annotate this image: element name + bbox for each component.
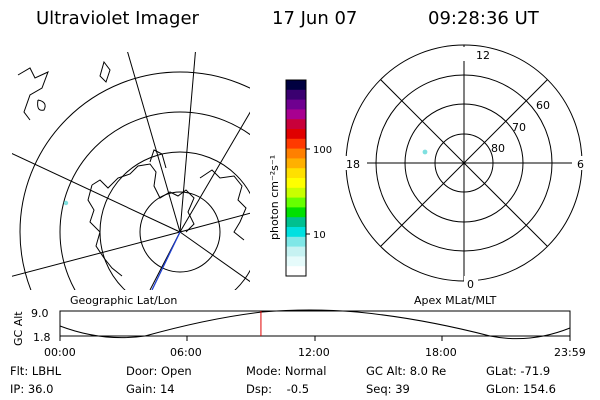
- colorbar-strip: [286, 80, 306, 91]
- timeline-ylabel: GC Alt: [12, 311, 25, 346]
- colorbar-strip: [286, 148, 306, 159]
- mlt-label-0: 0: [467, 278, 474, 291]
- coastline: [91, 163, 195, 233]
- colorbar-strip: [286, 217, 306, 228]
- colorbar-strip: [286, 168, 306, 179]
- ytick-bottom: 1.8: [33, 331, 51, 344]
- geographic-map: Geographic Lat/Lon: [12, 52, 250, 307]
- ytick-top: 9.0: [31, 307, 49, 320]
- info-door: Door: Open: [126, 364, 192, 378]
- colorbar-frame: [285, 79, 307, 277]
- coastline: [149, 149, 167, 169]
- coastline: [37, 99, 46, 111]
- colorbar-tick-10: 10: [313, 230, 326, 241]
- info-gain: Gain: 14: [126, 382, 175, 396]
- info-mode: Mode: Normal: [246, 364, 326, 378]
- lat-circle: [19, 71, 250, 290]
- lon-line: [12, 153, 181, 233]
- timeline-frame: [59, 310, 571, 337]
- polar-plot: [343, 44, 586, 286]
- altitude-curve: [59, 309, 571, 340]
- instrument-title: Ultraviolet Imager: [36, 8, 200, 29]
- colorbar-strip: [286, 99, 306, 110]
- mlt-label-12: 12: [476, 49, 490, 62]
- geographic-label: Geographic Lat/Lon: [70, 294, 177, 307]
- colorbar-strip: [286, 266, 306, 277]
- colorbar-strip: [286, 119, 306, 130]
- lon-line: [127, 52, 181, 233]
- info-filter: Flt: LBHL: [10, 364, 62, 378]
- info-gc-alt: GC Alt: 8.0 Re: [366, 364, 446, 378]
- colorbar-strip: [286, 207, 306, 218]
- xtick-1200: 12:00: [298, 346, 330, 359]
- emission-spot: [63, 200, 69, 206]
- colorbar-unit-label: photon cm⁻²s⁻¹: [268, 155, 281, 240]
- info-dsp: Dsp: -0.5: [246, 382, 309, 396]
- info-seq: Seq: 39: [366, 382, 410, 396]
- mlat-label-60: 60: [536, 99, 550, 112]
- lon-line: [179, 212, 250, 233]
- observation-date: 17 Jun 07: [272, 8, 357, 29]
- lon-line: [12, 231, 181, 277]
- apex-label: Apex MLat/MLT: [414, 294, 497, 307]
- timeline-ticks: [59, 336, 571, 341]
- colorbar-strip: [286, 256, 306, 267]
- xtick-0000: 00:00: [44, 346, 76, 359]
- colorbar-strip: [286, 109, 306, 120]
- mlt-label-6: 6: [577, 158, 584, 171]
- xtick-2359: 23:59: [554, 346, 586, 359]
- colorbar-tick-100: 100: [313, 145, 332, 156]
- footprint-trace: [151, 231, 181, 290]
- lon-line: [179, 231, 250, 283]
- coastline: [87, 184, 123, 277]
- coastline: [17, 67, 49, 121]
- info-ip: IP: 36.0: [10, 382, 53, 396]
- colorbar-strip: [286, 197, 306, 208]
- xtick-1800: 18:00: [425, 346, 457, 359]
- colorbar-strip: [286, 236, 306, 248]
- colorbar-strip: [286, 227, 306, 238]
- mlat-label-80: 80: [491, 142, 505, 155]
- mlat-label-70: 70: [512, 121, 526, 134]
- mlt-label-18: 18: [346, 158, 360, 171]
- colorbar-strip: [286, 138, 306, 150]
- colorbar-strip: [286, 89, 306, 101]
- info-panel: Flt: LBHL Door: Open Mode: Normal GC Alt…: [10, 364, 556, 396]
- lon-line: [179, 111, 250, 233]
- coastline: [99, 60, 111, 83]
- coastline: [199, 169, 247, 241]
- altitude-timeline: GC Alt 9.0 1.8 00:00 06:00 12:00 18:00 2…: [12, 307, 586, 359]
- colorbar-strip: [286, 129, 306, 140]
- lon-line: [179, 52, 196, 233]
- observation-time: 09:28:36 UT: [428, 8, 540, 29]
- mlt-line-diagonal: [380, 79, 548, 247]
- polar-emission-spot: [422, 149, 428, 155]
- colorbar-strip: [286, 246, 306, 257]
- info-glon: GLon: 154.6: [486, 382, 556, 396]
- colorbar: 100 10 photon cm⁻²s⁻¹: [268, 79, 332, 277]
- colorbar-strip: [286, 158, 306, 169]
- lat-circle: [139, 191, 221, 273]
- info-glat: GLat: -71.9: [486, 364, 550, 378]
- xtick-0600: 06:00: [170, 346, 202, 359]
- colorbar-strip: [286, 187, 306, 199]
- colorbar-strip: [286, 178, 306, 189]
- colorbar-strips: [286, 80, 306, 277]
- lat-circle: [59, 111, 250, 290]
